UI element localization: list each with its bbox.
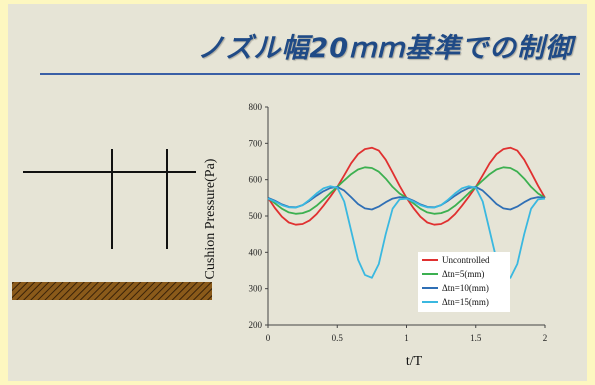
legend-label: Δtn=5(mm)	[442, 269, 485, 279]
legend-swatch	[422, 287, 438, 289]
legend-item-dtn15: Δtn=15(mm)	[422, 295, 489, 309]
nozzle-diagram	[12, 149, 212, 300]
pressure-chart: 200 300 400 500 600 700 800 0 0.5 1 1.5 2	[249, 102, 548, 343]
ground-surface	[12, 282, 212, 300]
x-axis-label: t/T	[405, 354, 423, 369]
y-tick-label: 600	[249, 175, 263, 185]
y-tick-label: 700	[249, 138, 263, 148]
legend-swatch	[422, 259, 438, 261]
y-tick-label: 200	[249, 320, 263, 330]
y-tick-label: 500	[249, 211, 263, 221]
legend-item-uncontrolled: Uncontrolled	[422, 253, 490, 267]
chart-axes: 200 300 400 500 600 700 800 0 0.5 1 1.5 2	[249, 102, 548, 343]
x-tick-label: 1	[404, 333, 409, 343]
chart-series-layer	[267, 146, 546, 279]
x-tick-label: 2	[543, 333, 548, 343]
legend-item-dtn5: Δtn=5(mm)	[422, 267, 484, 281]
series-line-1	[267, 146, 546, 226]
legend-item-dtn10: Δtn=10(mm)	[422, 281, 489, 295]
legend-label: Δtn=15(mm)	[442, 297, 489, 307]
y-tick-label: 800	[249, 102, 263, 112]
y-tick-label: 400	[249, 247, 263, 257]
legend-label: Uncontrolled	[442, 255, 490, 265]
series-line-2	[267, 166, 546, 215]
legend-swatch	[422, 301, 438, 303]
x-tick-label: 0.5	[332, 333, 344, 343]
chart-legend: Uncontrolled Δtn=5(mm) Δtn=10(mm) Δtn=15…	[418, 252, 510, 312]
y-tick-label: 300	[249, 284, 263, 294]
x-tick-label: 0	[266, 333, 271, 343]
legend-swatch	[422, 273, 438, 275]
legend-label: Δtn=10(mm)	[442, 283, 489, 293]
x-tick-label: 1.5	[470, 333, 482, 343]
slide-title: ノズル幅20ｍｍ基準での制御	[197, 33, 573, 64]
y-axis-label: Cushion Pressure(Pa)	[203, 158, 218, 280]
title-divider	[40, 73, 580, 75]
slide: ノズル幅20ｍｍ基準での制御 200 300 400 500 600 700 800 0 0.5…	[8, 4, 587, 381]
